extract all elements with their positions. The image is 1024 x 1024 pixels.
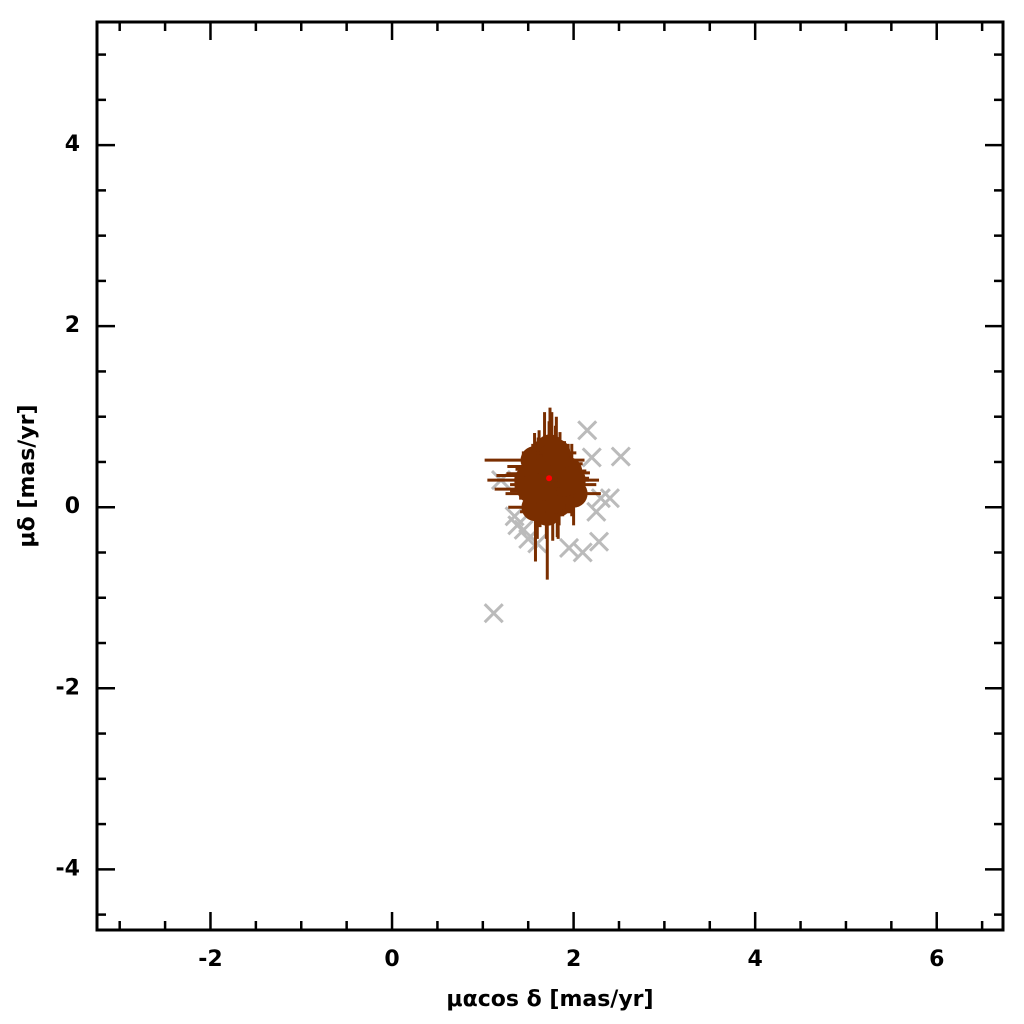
other-star bbox=[577, 420, 598, 441]
plot-frame bbox=[95, 20, 1005, 932]
x-axis-label: μαcos δ [mas/yr] bbox=[446, 987, 653, 1012]
x-tick-label: 4 bbox=[748, 947, 763, 972]
y-tick-label: 0 bbox=[65, 494, 80, 519]
other-star bbox=[610, 446, 631, 467]
x-tick-label: -2 bbox=[198, 947, 222, 972]
other-star bbox=[483, 603, 504, 624]
other-star bbox=[590, 488, 611, 509]
member-point bbox=[557, 466, 586, 495]
x-tick-label: 2 bbox=[566, 947, 581, 972]
center-point bbox=[546, 475, 553, 482]
y-tick-label: 2 bbox=[65, 313, 80, 338]
y-tick-label: 4 bbox=[65, 132, 80, 157]
other-star bbox=[581, 447, 602, 468]
other-star bbox=[527, 533, 548, 554]
other-star bbox=[559, 537, 580, 559]
y-tick-label: -2 bbox=[56, 675, 80, 700]
y-tick-label: -4 bbox=[56, 856, 80, 881]
other-star bbox=[599, 488, 620, 509]
other-star bbox=[572, 542, 593, 563]
member-point bbox=[542, 438, 571, 467]
member-point bbox=[516, 475, 545, 504]
x-tick-label: 6 bbox=[929, 947, 944, 972]
x-tick-label: 0 bbox=[384, 947, 399, 972]
y-axis-label: μδ [mas/yr] bbox=[15, 404, 40, 547]
other-star bbox=[588, 531, 610, 552]
